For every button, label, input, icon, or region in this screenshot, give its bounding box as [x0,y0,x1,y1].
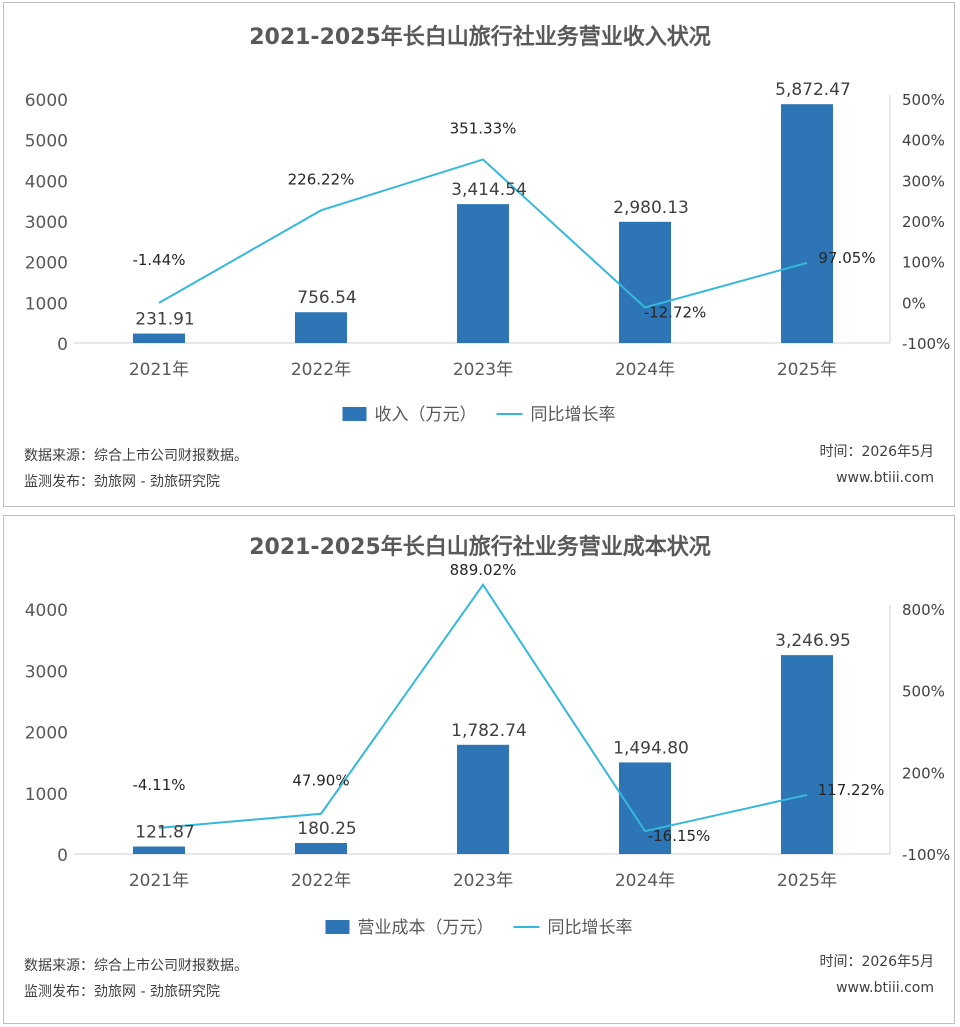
growth-value-label: 117.22% [818,781,885,799]
legend-line-label: 同比增长率 [531,405,616,425]
bar-value-label: 231.91 [135,310,194,330]
website-link[interactable]: www.btiii.com [836,980,934,996]
right-axis-tick-label: 400% [902,132,945,150]
left-axis-tick-label: 4000 [25,172,68,192]
growth-value-label: -16.15% [648,827,711,845]
growth-rate-line [158,582,808,833]
right-axis-tick-label: 100% [902,254,945,272]
publish-time: 时间：2026年5月 [819,444,934,460]
legend-bar-swatch [325,920,350,934]
bar-3 [457,744,509,854]
left-axis-tick-label: 3000 [25,662,68,682]
bar-value-label: 3,246.95 [775,631,851,651]
left-axis-tick-label: 2000 [25,254,68,274]
bar-value-label: 3,414.54 [451,180,527,200]
left-axis-tick-label: 3000 [25,213,68,233]
x-axis-tick-label: 2021年 [129,871,189,891]
bar-4 [619,221,671,343]
growth-value-label: -4.11% [132,776,185,794]
bar-2 [295,842,347,854]
x-axis-tick-label: 2024年 [615,871,675,891]
data-source-note: 数据来源：综合上市公司财报数据。 [24,958,248,974]
cost-chart: 2021-2025年长白山旅行社业务营业成本状况 0 1000 2000 3000 400… [25,534,951,938]
bar-value-label: 180.25 [297,819,356,839]
right-axis-tick-label: 500% [902,683,945,701]
revenue-chart: 2021-2025年长白山旅行社业务营业收入状况 0 1000 2000 3000 400… [25,24,951,425]
left-axis-tick-label: 2000 [25,724,68,744]
bar-3 [457,204,509,343]
right-axis-tick-label: 0% [902,294,926,312]
x-axis-tick-label: 2021年 [129,360,189,380]
left-axis-tick-label: 5000 [25,132,68,152]
left-axis-tick-label: 0 [57,335,68,355]
right-axis-tick-label: -100% [902,846,950,864]
growth-value-label: -1.44% [132,251,185,269]
footer-left: 数据来源：综合上市公司财报数据。 监测发布：劲旅网 - 劲旅研究院 [24,953,248,1005]
right-axis-tick-label: 500% [902,91,945,109]
data-source-note: 数据来源：综合上市公司财报数据。 [24,448,248,464]
right-axis-tick-label: 200% [902,764,945,782]
x-axis-tick-label: 2022年 [291,360,351,380]
bar-value-label: 1,494.80 [613,738,689,758]
website-link[interactable]: www.btiii.com [836,470,934,486]
footer-right: 时间：2026年5月 www.btiii.com [819,949,934,1001]
footer-left: 数据来源：综合上市公司财报数据。 监测发布：劲旅网 - 劲旅研究院 [24,443,248,495]
growth-value-label: 97.05% [818,249,875,267]
left-axis-tick-label: 4000 [25,601,68,621]
growth-value-label: 47.90% [292,772,349,790]
x-axis-tick-label: 2023年 [453,871,513,891]
bar-value-label: 121.87 [135,823,194,843]
bar-value-label: 5,872.47 [775,80,851,100]
left-axis-tick-label: 1000 [25,294,68,314]
bar-value-label: 756.54 [297,288,356,308]
revenue-chart-panel: 2021-2025年长白山旅行社业务营业收入状况 0 1000 2000 3000 400… [3,2,955,507]
publish-time: 时间：2026年5月 [819,954,934,970]
publisher-note: 监测发布：劲旅网 - 劲旅研究院 [24,474,220,490]
bar-5 [781,104,833,343]
growth-value-label: 351.33% [450,119,517,137]
bar-4 [619,762,671,854]
x-axis-tick-label: 2023年 [453,360,513,380]
x-axis-tick-label: 2025年 [777,360,837,380]
growth-value-label: 889.02% [450,561,517,579]
chart-title: 2021-2025年长白山旅行社业务营业收入状况 [249,24,711,50]
chart-title: 2021-2025年长白山旅行社业务营业成本状况 [249,534,711,560]
publisher-note: 监测发布：劲旅网 - 劲旅研究院 [24,984,220,1000]
growth-rate-line [158,158,808,309]
footer-right: 时间：2026年5月 www.btiii.com [819,439,934,491]
bar-value-label: 1,782.74 [451,721,527,741]
bar-2 [295,312,347,343]
growth-value-label: -12.72% [644,304,707,322]
right-axis-tick-label: 800% [902,601,945,619]
right-axis-tick-label: 300% [902,172,945,190]
growth-value-label: 226.22% [288,170,355,188]
right-axis-tick-label: 200% [902,213,945,231]
legend-bar-swatch [342,407,367,421]
bar-value-label: 2,980.13 [613,198,689,218]
bar-1 [133,333,185,343]
x-axis-tick-label: 2025年 [777,871,837,891]
legend-bar-label: 收入（万元） [375,405,477,425]
left-axis-tick-label: 6000 [25,91,68,111]
cost-chart-panel: 2021-2025年长白山旅行社业务营业成本状况 0 1000 2000 3000 400… [3,515,955,1024]
x-axis-tick-label: 2024年 [615,360,675,380]
bar-1 [133,846,185,854]
legend-line-label: 同比增长率 [548,918,633,938]
bar-5 [781,655,833,854]
right-axis-tick-label: -100% [902,335,950,353]
left-axis-tick-label: 1000 [25,785,68,805]
legend-bar-label: 营业成本（万元） [358,918,494,938]
x-axis-tick-label: 2022年 [291,871,351,891]
left-axis-tick-label: 0 [57,846,68,866]
